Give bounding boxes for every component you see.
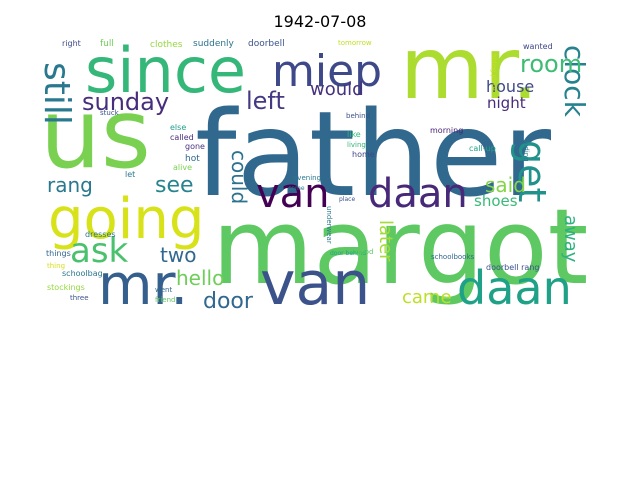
cloud-word: clothes [150,40,183,50]
cloud-word: away [560,215,581,263]
cloud-word: schoolbooks [431,253,475,261]
cloud-word: hot [185,154,200,164]
cloud-word: called [170,133,194,142]
cloud-word: van [256,171,330,217]
cloud-word: miep [272,46,382,97]
cloud-word: night [487,94,526,112]
cloud-word: margot [212,186,588,308]
cloud-word: like [347,130,361,139]
cloud-word: ask [70,231,129,271]
cloud-word: right [62,39,81,48]
cloud-word: doorbell [248,39,285,49]
cloud-word: thing [47,262,65,270]
cloud-word: gone [185,142,205,151]
cloud-word: underwear [325,206,333,244]
cloud-word: stuck [100,109,120,117]
cloud-word: came [402,287,452,308]
cloud-word: sunday [82,88,169,116]
cloud-word: still [36,62,77,125]
cloud-word: said [485,173,526,197]
cloud-word: clock [558,45,591,118]
cloud-word: mr. [400,19,539,119]
cloud-word: full [100,39,114,49]
cloud-word: morning [430,126,463,135]
cloud-word: living [347,141,366,149]
cloud-word: daan [368,171,468,217]
cloud-word: could [227,150,251,204]
cloud-word: went [155,286,172,294]
cloud-word: see [155,173,194,198]
cloud-word: van [260,249,370,319]
cloud-word: hello [176,266,224,290]
cloud-word: hiding [522,140,530,162]
figure-title: 1942-07-08 [273,12,367,31]
cloud-word: door [203,289,254,314]
cloud-word: else [170,123,186,132]
cloud-word: evening [293,174,321,182]
cloud-word: come [288,185,305,192]
cloud-word: suddenly [193,39,235,49]
cloud-word: daan [457,261,572,315]
cloud-word: house [486,77,534,96]
cloud-word: good [356,248,373,256]
cloud-word: stockings [47,283,85,292]
cloud-word: left [246,87,285,115]
cloud-word: mr. [98,253,188,318]
cloud-word: two [160,243,196,267]
cloud-word: things [46,249,71,258]
cloud-word: let [125,170,135,179]
cloud-word: call-up [469,144,496,153]
cloud-word: shoes [474,192,518,210]
cloud-word: would [310,79,364,100]
cloud-word: wanted [523,42,553,51]
cloud-word: schoolbag [62,269,103,278]
cloud-word: room [520,50,582,78]
cloud-word: get [510,140,554,202]
cloud-word: tomorrow [338,39,372,47]
cloud-word: dresses [85,230,116,239]
cloud-word: alive [173,163,192,172]
cloud-word: three [70,294,89,302]
cloud-word: place [339,196,355,203]
cloud-word: father [195,85,552,223]
cloud-word: door behind [330,250,366,257]
cloud-word: doorbell rang [486,263,539,272]
cloud-word: us [40,78,151,190]
cloud-word: behind [346,112,370,120]
cloud-word: hiding place [490,54,497,91]
cloud-word: rang [47,173,93,197]
cloud-word: since [85,34,246,107]
cloud-word: later [375,220,396,262]
cloud-word: home [352,150,375,159]
cloud-word: friend [155,296,175,304]
cloud-word: going [48,187,204,252]
